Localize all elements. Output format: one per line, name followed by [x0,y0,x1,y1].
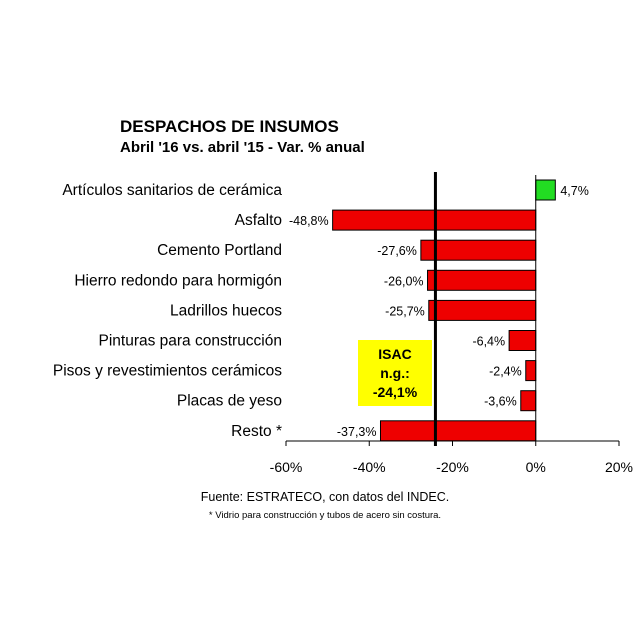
x-tick-label: -20% [436,459,469,475]
isac-line-1: ISAC [378,346,411,362]
chart-title: DESPACHOS DE INSUMOS [120,117,339,136]
value-label: -2,4% [489,365,522,379]
isac-line-2: n.g.: [380,365,410,381]
bar [525,360,537,382]
bars-group: Artículos sanitarios de cerámica 4,7% Asfa… [53,179,589,442]
value-label: -27,6% [377,244,417,258]
category-label: Artículos sanitarios de cerámica [62,182,282,199]
source-note: Fuente: ESTRATECO, con datos del INDEC. [201,490,449,504]
value-label: -48,8% [289,214,329,228]
category-label: Cemento Portland [157,242,282,259]
value-label: -26,0% [384,274,424,288]
value-label: -6,4% [472,335,505,349]
category-label: Pinturas para construcción [98,333,282,350]
isac-line-3: -24,1% [373,384,418,400]
value-label: -37,3% [337,425,377,439]
category-label: Hierro redondo para hormigón [74,272,282,289]
bar [535,179,556,201]
footnote: * Vidrio para construcción y tubos de ac… [209,510,441,521]
x-tick-label: -60% [270,459,303,475]
category-label: Asfalto [235,212,282,229]
x-tick-label: 20% [605,459,633,475]
category-label: Placas de yeso [177,393,282,410]
value-label: -3,6% [484,395,517,409]
bar [427,269,537,291]
isac-annotation-box [358,340,432,406]
bar [379,420,537,442]
value-label: -25,7% [385,304,425,318]
isac-annotation: ISAC n.g.: -24,1% [358,340,432,406]
category-label: Ladrillos huecos [170,302,282,319]
value-label: 4,7% [560,184,589,198]
bar [428,299,537,321]
bar [420,239,537,261]
x-tick-label: -40% [353,459,386,475]
chart-subtitle: Abril '16 vs. abril '15 - Var. % anual [120,139,365,156]
bar [520,390,537,412]
category-label: Pisos y revestimientos cerámicos [53,363,282,380]
x-tick-label: 0% [526,459,546,475]
bar [508,330,537,351]
x-axis: -60% -40% -20% 0% 20% [270,175,633,475]
category-label: Resto * [231,423,282,440]
